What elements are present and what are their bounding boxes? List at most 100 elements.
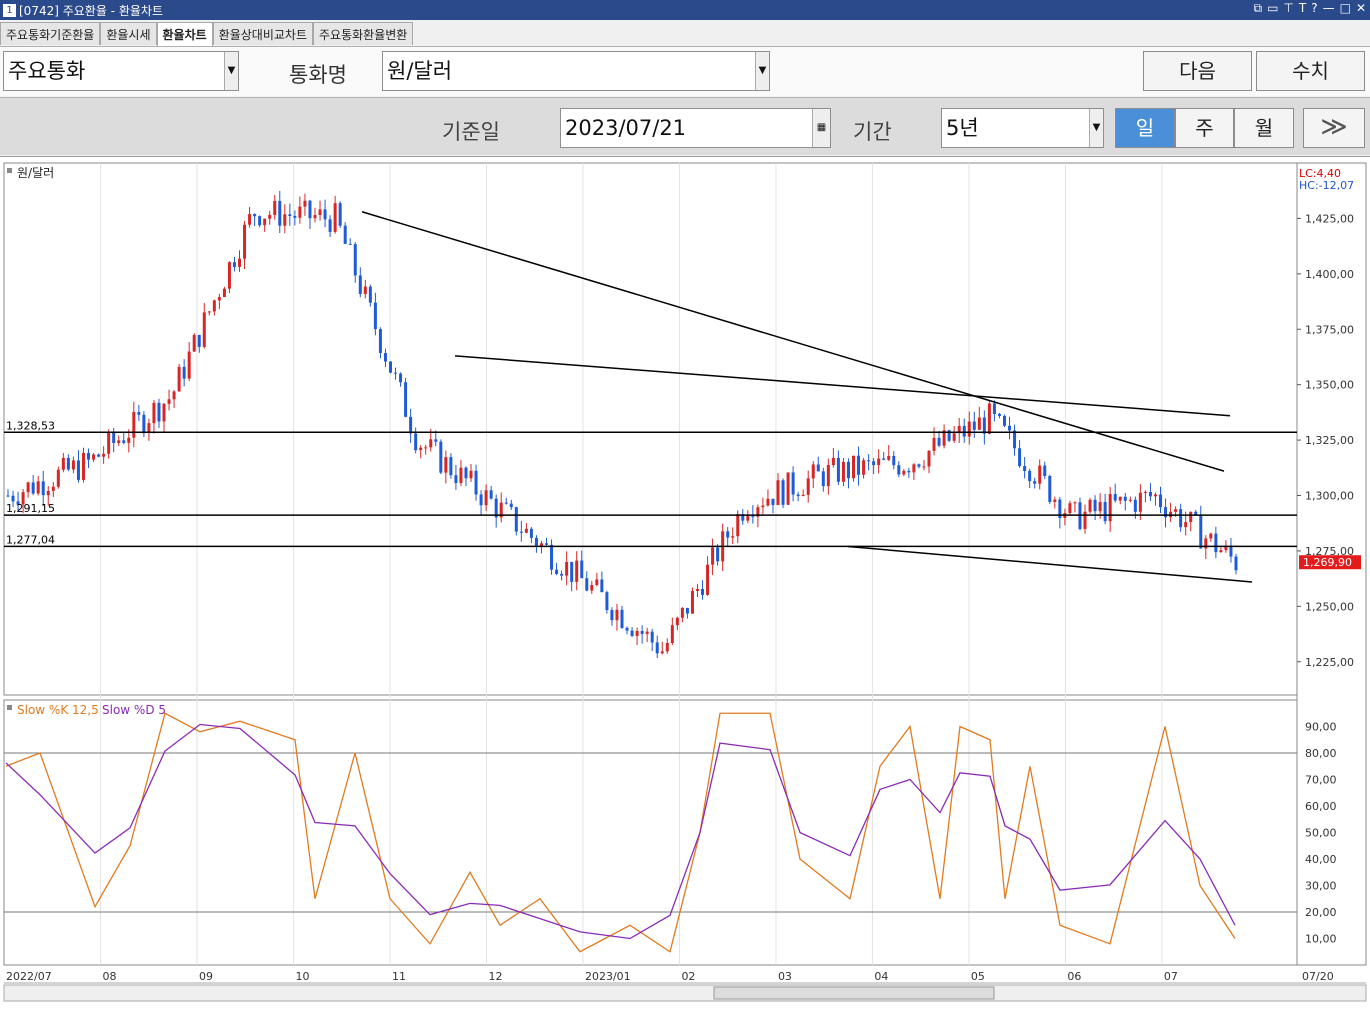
candle-body <box>716 547 720 562</box>
stoch-tick-label: 40,00 <box>1305 853 1337 866</box>
candle-body <box>449 457 453 476</box>
candle-body <box>368 286 372 303</box>
x-tick-label: 07 <box>1164 970 1178 983</box>
candle-body <box>1153 494 1157 497</box>
calendar-icon[interactable]: ▦ <box>812 109 830 147</box>
stoch-tick-label: 20,00 <box>1305 906 1337 919</box>
x-tick-label: 04 <box>874 970 888 983</box>
candle-body <box>1038 465 1042 484</box>
candle-body <box>545 543 549 545</box>
tab-relative-chart[interactable]: 환율상대비교차트 <box>212 22 313 45</box>
font-icon[interactable]: T <box>1298 1 1307 15</box>
candle-body <box>232 262 236 267</box>
candle-body <box>66 457 70 470</box>
candle-body <box>1138 492 1142 512</box>
tab-rate-quotes[interactable]: 환율시세 <box>100 22 157 45</box>
candle-body <box>167 399 171 404</box>
restore-small-icon[interactable]: ▭ <box>1267 1 1279 15</box>
next-button[interactable]: 다음 <box>1143 51 1252 91</box>
candle-body <box>731 536 735 538</box>
candle-body <box>268 214 272 219</box>
candle-body <box>1214 533 1218 553</box>
value-button[interactable]: 수치 <box>1256 51 1365 91</box>
freq-weekly-button[interactable]: 주 <box>1175 108 1234 148</box>
candle-body <box>243 224 247 259</box>
freq-monthly-button[interactable]: 월 <box>1234 108 1294 148</box>
candle-body <box>570 561 574 582</box>
candle-body <box>6 495 10 497</box>
candle-body <box>524 528 528 533</box>
candle-body <box>791 472 795 495</box>
candle-body <box>127 437 131 443</box>
date-input[interactable]: 2023/07/21 ▦ <box>560 108 831 148</box>
currency-select[interactable]: 원/달러 ▼ <box>382 51 770 91</box>
candle-body <box>529 528 533 538</box>
candle-body <box>51 486 55 491</box>
y-tick-label: 1,400,00 <box>1305 268 1354 281</box>
chevron-down-icon[interactable]: ▼ <box>224 52 238 90</box>
candle-body <box>1098 501 1102 512</box>
help-icon[interactable]: ? <box>1311 1 1318 15</box>
candle-body <box>197 334 201 347</box>
candle-body <box>1229 545 1233 557</box>
candle-body <box>539 543 543 547</box>
tab-rate-chart[interactable]: 환율차트 <box>156 22 213 46</box>
candle-body <box>1128 499 1132 501</box>
candle-body <box>444 457 448 473</box>
chart-area[interactable]: 2022/07 08 09 10 11 12 2023/01 02 03 04 05 06 07 07/2… <box>0 156 1370 1011</box>
chevron-down-icon[interactable]: ▼ <box>1089 109 1103 147</box>
tab-major-base-rate[interactable]: 주요통화기준환율 <box>0 22 101 45</box>
link-icon[interactable]: ⧉ <box>1253 1 1263 15</box>
close-icon[interactable]: ✕ <box>1355 1 1366 15</box>
candle-body <box>701 589 705 595</box>
candle-body <box>263 218 267 226</box>
candle-body <box>343 225 347 244</box>
candle-body <box>952 433 956 441</box>
candle-body <box>328 219 332 232</box>
candle-body <box>590 584 594 591</box>
candle-body <box>1179 509 1183 528</box>
candle-body <box>308 200 312 219</box>
chart-svg[interactable]: 2022/07 08 09 10 11 12 2023/01 02 03 04 05 06 07 07/2… <box>0 157 1370 1011</box>
candle-body <box>1053 499 1057 502</box>
candle-body <box>907 470 911 473</box>
candle-body <box>1199 514 1203 549</box>
candle-body <box>152 402 156 424</box>
candle-body <box>31 482 35 494</box>
candle-body <box>409 416 413 434</box>
y-tick-label: 1,275,00 <box>1305 545 1354 558</box>
currency-label: 통화명 <box>289 63 347 87</box>
scrollbar-thumb[interactable] <box>713 986 995 1000</box>
candle-body <box>56 469 60 487</box>
chevron-down-icon[interactable]: ▼ <box>755 52 769 90</box>
candle-body <box>786 472 790 505</box>
candle-body <box>222 288 226 298</box>
candle-body <box>353 244 357 276</box>
category-select[interactable]: 주요통화 ▼ <box>3 51 239 91</box>
maximize-icon[interactable]: □ <box>1339 1 1351 15</box>
candle-body <box>333 203 337 232</box>
candle-body <box>142 414 146 434</box>
period-select[interactable]: 5년 ▼ <box>941 108 1104 148</box>
candle-body <box>806 478 810 495</box>
scrollbar <box>3 984 1367 1002</box>
tab-rate-converter[interactable]: 주요통화환율변환 <box>313 22 414 45</box>
minimize-icon[interactable]: — <box>1322 1 1335 15</box>
pin-icon[interactable]: ⊤ <box>1283 1 1294 15</box>
y-tick-label: 1,375,00 <box>1305 323 1354 336</box>
freq-daily-button[interactable]: 일 <box>1115 108 1175 148</box>
candle-body <box>1194 511 1198 515</box>
trendline <box>361 211 1225 472</box>
y-tick-label: 1,425,00 <box>1305 212 1354 225</box>
expand-icon[interactable]: ≫ <box>1303 108 1365 148</box>
candle-body <box>892 456 896 466</box>
candle-body <box>862 460 866 475</box>
candle-body <box>212 300 216 312</box>
candle-body <box>1204 538 1208 549</box>
candle-body <box>147 423 151 434</box>
candle-body <box>187 351 191 379</box>
candle-body <box>26 482 30 493</box>
candle-body <box>11 495 15 502</box>
candle-body <box>459 467 463 484</box>
candle-body <box>947 430 951 441</box>
